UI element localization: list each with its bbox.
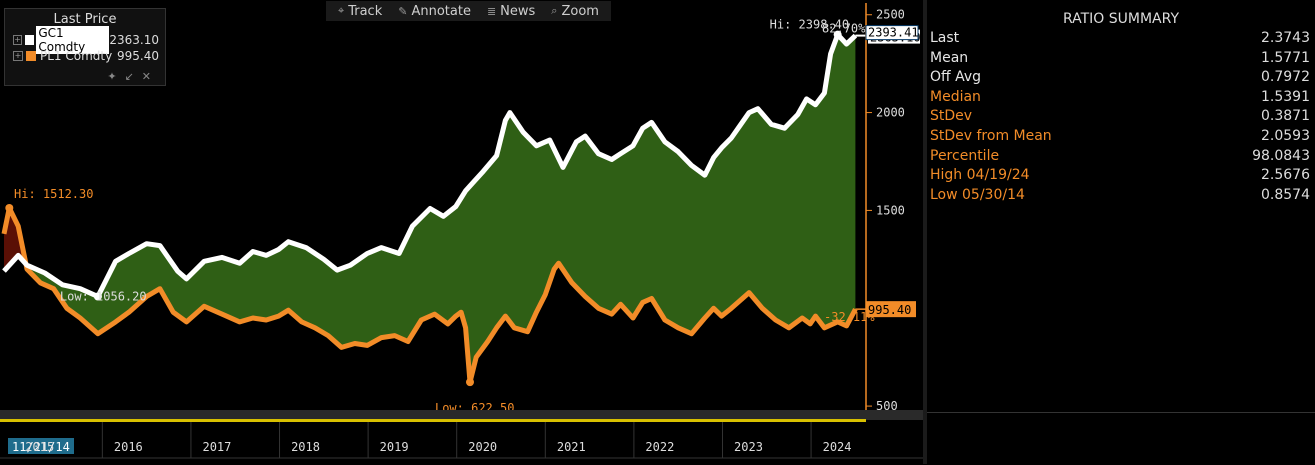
y-axis-tick-label: 1500	[876, 203, 905, 217]
panel-divider[interactable]	[923, 0, 927, 464]
series-last-value: 2363.10	[109, 32, 159, 47]
low-marker	[465, 378, 474, 387]
series-line[interactable]	[1, 205, 858, 385]
summary-row: Percentile 98.0843	[930, 148, 1310, 167]
summary-row: Median 1.5391	[930, 89, 1310, 108]
x-axis-year-label: 2023	[734, 440, 763, 454]
summary-value: 0.3871	[1261, 108, 1310, 125]
summary-value: 2.3743	[1261, 30, 1310, 46]
summary-value: 98.0843	[1252, 147, 1310, 164]
summary-value: 1.5771	[1261, 49, 1310, 66]
platinum-change-label: -32.11%	[824, 310, 875, 324]
annotation-low-gold: Low: 1056.20	[60, 290, 147, 304]
y-axis-tick-label: 2000	[876, 106, 905, 120]
panel-footer	[927, 412, 1315, 465]
pin-icon[interactable]: ✦	[107, 70, 125, 83]
x-axis-year-label: 2017	[202, 440, 231, 454]
summary-label: Median	[930, 88, 981, 105]
annotation-high-platinum: Hi: 1512.30	[14, 187, 93, 201]
toolbar-label: Annotate	[411, 3, 471, 19]
summary-row: High 04/19/24 2.5676	[930, 167, 1310, 186]
x-start-date: 11/21/14	[12, 440, 70, 454]
magnifier-icon: ⌕	[551, 4, 558, 17]
toolbar-label: Zoom	[561, 3, 599, 19]
summary-row: Off Avg 0.7972	[930, 69, 1310, 88]
x-axis-year-label: 2019	[380, 440, 409, 454]
gold-value-tag	[865, 25, 919, 41]
time-scrollbar[interactable]	[0, 410, 925, 420]
summary-row: StDev 0.3871	[930, 108, 1310, 127]
start-date-badge	[8, 438, 74, 454]
legend-entry-gc1[interactable]: + GC1 Comdty 2363.10	[5, 25, 165, 54]
series-line[interactable]	[2, 32, 858, 299]
summary-label: StDev	[930, 108, 973, 125]
gold-value: 2393.41	[868, 26, 919, 40]
legend-box: Last Price + GC1 Comdty 2363.10 + PL1 Co…	[4, 8, 166, 86]
toolbar-label: Track	[348, 3, 383, 19]
x-axis-year-label: 2020	[468, 440, 497, 454]
x-axis-year-label: 2016	[114, 440, 143, 454]
summary-value: 2.5676	[1261, 167, 1310, 184]
series-name: GC1 Comdty	[36, 25, 110, 54]
toolbar-label: News	[500, 3, 536, 19]
summary-value: 1.5391	[1261, 88, 1310, 105]
pencil-icon: ✎	[398, 4, 408, 18]
series-swatch	[25, 34, 35, 45]
x-axis-year-label: 2022	[645, 440, 674, 454]
toolbar-track-button[interactable]: ⌖ Track	[332, 1, 388, 21]
summary-label: StDev from Mean	[930, 128, 1052, 144]
summary-value: 0.8574	[1261, 186, 1310, 203]
series-name: PL1 Comdty	[40, 48, 113, 63]
summary-label: Last	[930, 30, 960, 46]
summary-row: Low 05/30/14 0.8574	[930, 187, 1310, 206]
time-range-highlight	[0, 419, 866, 422]
annotation-high-gold: Hi: 2398.40	[770, 18, 849, 32]
toolbar-news-button[interactable]: ≣ News	[481, 1, 541, 21]
low-marker	[93, 292, 102, 301]
platinum-value-tag	[866, 301, 916, 318]
summary-row: Mean 1.5771	[930, 50, 1310, 69]
shrink-icon[interactable]: ↙	[124, 70, 142, 83]
expand-icon[interactable]: +	[13, 50, 23, 61]
legend-title: Last Price	[53, 12, 117, 27]
series-last-value: 995.40	[117, 48, 159, 63]
x-axis-year-label: 2021	[557, 440, 586, 454]
crosshair-icon: ⌖	[338, 4, 345, 17]
news-icon: ≣	[486, 4, 497, 18]
summary-value: 2.0593	[1261, 128, 1310, 144]
toolbar-zoom-button[interactable]: ⌕ Zoom	[545, 1, 605, 21]
x-axis-year-label: 2018	[291, 440, 320, 454]
summary-value: 0.7972	[1261, 69, 1310, 86]
ratio-summary-panel: RATIO SUMMARY Last 2.3743 Mean 1.5771 Off Av…	[927, 0, 1315, 412]
close-icon[interactable]: ✕	[141, 70, 159, 83]
gold-change-label: 82.70%	[822, 22, 866, 36]
summary-label: Low 05/30/14	[930, 186, 1025, 203]
x-axis-year-label: 2015	[25, 440, 54, 454]
high-marker	[833, 30, 842, 39]
legend-entry-pl1[interactable]: + PL1 Comdty 995.40	[5, 48, 165, 63]
platinum-value: 995.40	[868, 303, 911, 317]
y-axis-tick-label: 500	[876, 399, 898, 413]
summary-row: Last 2.3743	[930, 30, 1310, 49]
high-marker	[5, 204, 14, 213]
summary-label: Off Avg	[930, 69, 982, 86]
chart-toolbar: ⌖ Track ✎ Annotate ≣ News ⌕ Zoom	[326, 1, 611, 21]
panel-title: RATIO SUMMARY	[1062, 11, 1180, 27]
x-axis-year-label: 2024	[823, 440, 852, 454]
summary-label: Percentile	[930, 147, 1000, 164]
spread-fill-positive	[4, 34, 856, 383]
toolbar-annotate-button[interactable]: ✎ Annotate	[392, 1, 477, 21]
summary-row: StDev from Mean 2.0593	[930, 128, 1310, 147]
summary-label: Mean	[930, 49, 969, 66]
expand-icon[interactable]: +	[13, 34, 23, 45]
summary-label: High 04/19/24	[930, 167, 1030, 184]
legend-controls: ✦↙✕	[107, 70, 159, 83]
y-axis-tick-label: 2500	[876, 8, 905, 22]
series-swatch	[26, 50, 36, 61]
